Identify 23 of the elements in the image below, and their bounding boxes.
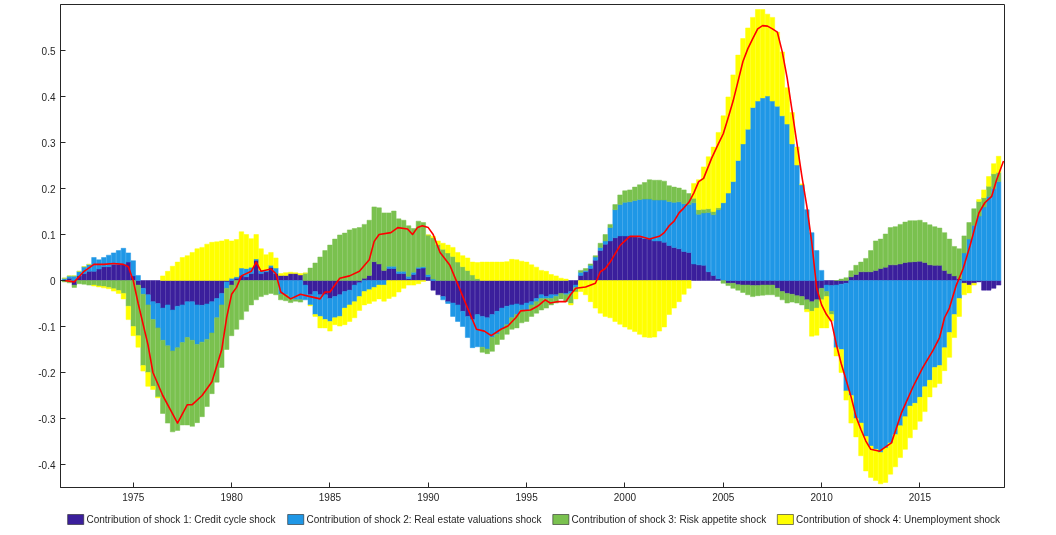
x-tick-label: 2010 bbox=[810, 491, 834, 503]
y-tick-label: -0.2 bbox=[38, 367, 56, 379]
x-tick-label: 2000 bbox=[613, 491, 637, 503]
legend-label: Contribution of shock 3: Risk appetite shock bbox=[571, 514, 768, 525]
y-tick-label: 0 bbox=[49, 275, 56, 287]
legend-label: Contribution of shock 2: Real estate valuations shock bbox=[306, 514, 543, 525]
y-tick-label: -0.3 bbox=[38, 413, 56, 425]
y-tick-label: -0.1 bbox=[38, 321, 56, 333]
x-tick-label: 2015 bbox=[908, 491, 932, 503]
y-tick-label: 0.4 bbox=[41, 91, 56, 103]
x-tick-label: 1990 bbox=[417, 491, 440, 503]
legend-label: Contribution of shock 4: Unemployment shock bbox=[796, 514, 1002, 525]
y-tick-label: 0.1 bbox=[41, 229, 56, 241]
y-tick-label: -0.4 bbox=[38, 459, 56, 471]
x-tick-label: 1995 bbox=[515, 491, 539, 503]
x-tick-label: 2005 bbox=[712, 491, 735, 503]
y-tick-label: 0.3 bbox=[41, 137, 56, 149]
x-tick-label: 1975 bbox=[122, 491, 145, 503]
y-tick-label: 0.5 bbox=[41, 45, 56, 57]
x-tick-label: 1985 bbox=[318, 491, 342, 503]
y-tick-label: 0.2 bbox=[41, 183, 56, 195]
legend-label: Contribution of shock 1: Credit cycle shock bbox=[86, 514, 277, 525]
x-tick-label: 1980 bbox=[220, 491, 244, 503]
